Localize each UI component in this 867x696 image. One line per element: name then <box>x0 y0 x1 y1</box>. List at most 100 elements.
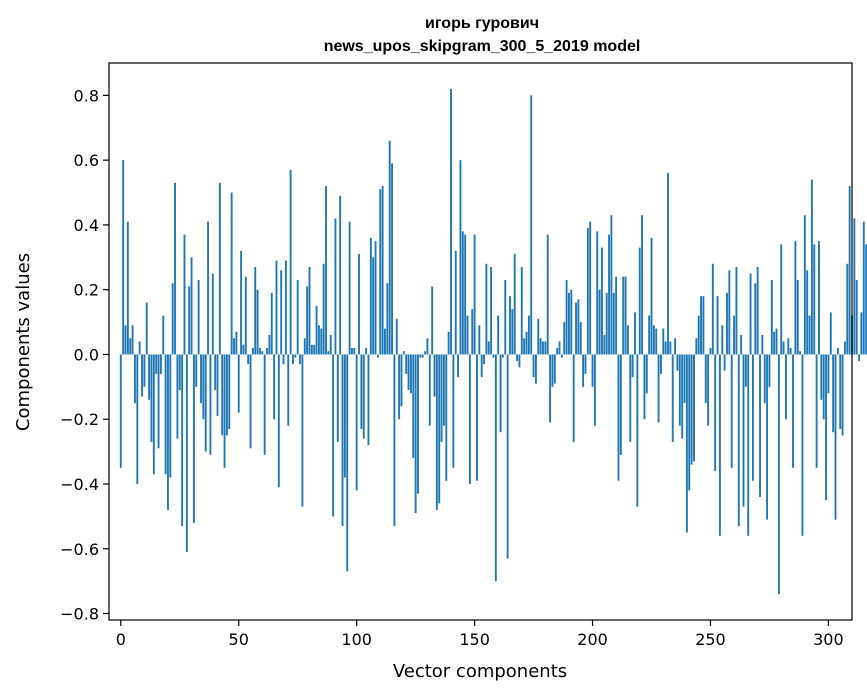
bar <box>862 221 865 355</box>
bar <box>568 292 570 355</box>
bar <box>520 267 523 355</box>
bar <box>343 354 346 478</box>
bar <box>254 267 257 355</box>
bar <box>667 173 669 355</box>
bar <box>275 260 278 355</box>
bar <box>365 347 368 355</box>
bar <box>369 237 372 355</box>
bar <box>801 354 804 536</box>
bar <box>756 267 759 355</box>
chart-subtitle: news_upos_skipgram_300_5_2019 model <box>324 38 641 55</box>
bar <box>464 234 467 355</box>
bar <box>313 344 316 355</box>
bar <box>485 263 488 355</box>
bar <box>407 354 410 391</box>
bar <box>445 354 448 481</box>
bar <box>457 354 460 378</box>
bar <box>832 354 835 433</box>
bar <box>782 341 785 355</box>
bar <box>247 354 250 365</box>
bar <box>325 186 327 355</box>
bar <box>565 279 568 355</box>
bar <box>516 354 519 361</box>
bar <box>447 331 450 355</box>
bar <box>192 354 195 523</box>
bar <box>825 354 827 501</box>
bar <box>829 312 832 355</box>
bar <box>796 279 799 355</box>
bar <box>718 354 721 536</box>
bar <box>770 279 773 355</box>
bar <box>858 354 861 361</box>
bar <box>454 250 457 355</box>
bar <box>124 325 127 355</box>
bar <box>277 354 280 488</box>
bar <box>317 325 320 355</box>
bar <box>563 322 566 355</box>
bar <box>664 341 667 355</box>
y-axis-ticks: −0.8 −0.6 −0.4 −0.2 0.0 0.2 0.4 0.6 0.8 <box>60 86 109 624</box>
bar <box>452 354 455 468</box>
bar <box>440 354 443 442</box>
bar <box>322 263 325 355</box>
bar <box>808 315 811 355</box>
bar <box>129 338 132 355</box>
bar <box>358 254 360 355</box>
bar <box>414 354 417 514</box>
bar <box>301 354 304 507</box>
y-tick-label: −0.4 <box>60 475 99 494</box>
bar <box>483 354 485 365</box>
y-tick-label: 0.0 <box>74 345 99 364</box>
bar <box>214 354 217 391</box>
bar <box>690 354 693 465</box>
x-axis-label: Vector components <box>393 661 567 682</box>
bar <box>608 234 610 355</box>
bar <box>707 354 710 426</box>
bar <box>273 354 276 420</box>
bar <box>645 354 648 394</box>
bar <box>744 354 747 387</box>
bar <box>596 231 599 355</box>
bar <box>575 302 577 355</box>
bar <box>395 318 398 355</box>
bar <box>393 354 396 527</box>
bar <box>138 341 141 355</box>
bar <box>504 279 507 355</box>
bar <box>622 276 625 355</box>
bar <box>848 186 851 355</box>
bar <box>388 140 391 355</box>
bar <box>733 315 736 355</box>
bar <box>612 292 615 355</box>
bar <box>681 354 684 439</box>
bar <box>777 354 780 595</box>
bar <box>549 354 552 423</box>
bar <box>315 305 318 355</box>
bar <box>636 354 639 507</box>
bar <box>572 354 575 442</box>
bar <box>492 354 495 358</box>
bar <box>310 344 313 355</box>
bar <box>841 354 844 436</box>
bar <box>204 354 207 452</box>
bar <box>143 354 146 387</box>
bar <box>747 354 750 536</box>
y-tick-label: −0.6 <box>60 540 99 559</box>
bar <box>426 338 429 355</box>
bar <box>822 354 825 420</box>
bar <box>136 354 139 484</box>
bar <box>126 221 129 355</box>
bar <box>626 325 629 355</box>
bar <box>534 354 537 384</box>
bar <box>530 95 533 355</box>
bar <box>579 322 582 355</box>
bar <box>428 354 431 426</box>
bar <box>735 267 738 355</box>
bar <box>443 354 445 426</box>
bar <box>813 244 816 355</box>
bar <box>417 354 419 494</box>
bar <box>728 270 731 355</box>
bar <box>730 354 733 468</box>
bar <box>197 279 200 355</box>
bar <box>473 234 476 355</box>
